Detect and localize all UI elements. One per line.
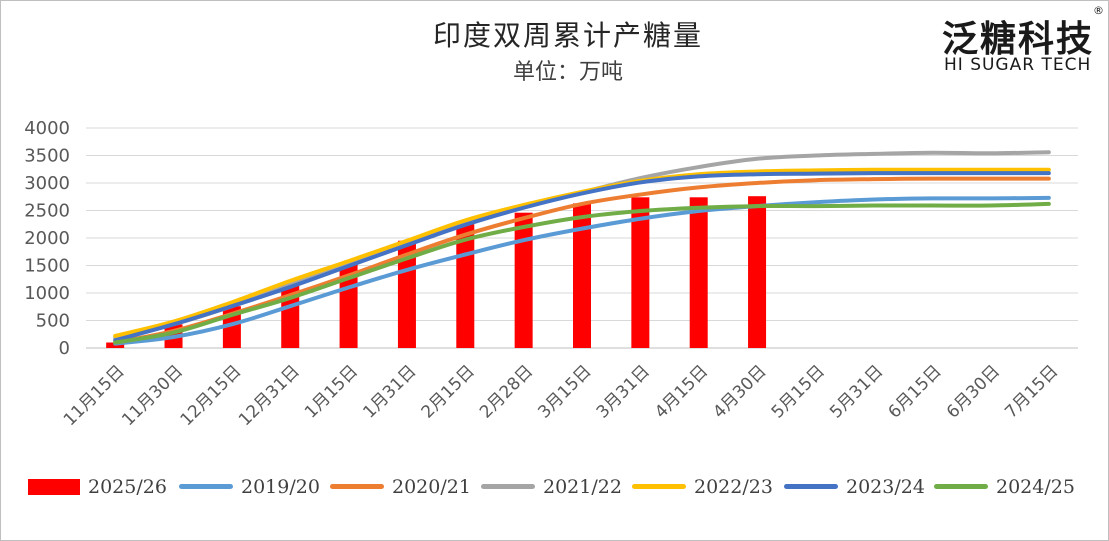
x-tick-label: 11月15日 <box>60 361 129 430</box>
x-tick-label: 6月15日 <box>885 361 946 422</box>
chart-title: 印度双周累计产糖量 <box>432 19 703 52</box>
bar <box>339 262 358 348</box>
legend-swatch-line <box>330 484 384 489</box>
x-tick-label: 5月31日 <box>826 361 887 422</box>
logo-name-cn: 泛糖科技 <box>942 19 1095 60</box>
x-tick-label: 3月31日 <box>593 361 654 422</box>
legend-label: 2023/24 <box>846 476 925 498</box>
bar <box>748 196 767 348</box>
legend-label: 2024/25 <box>996 476 1075 498</box>
series-line-2019-20 <box>113 195 1051 346</box>
x-tick-label: 7月15日 <box>1001 361 1062 422</box>
series-line-2020-21 <box>113 176 1051 345</box>
x-tick-label: 2月15日 <box>418 361 479 422</box>
x-tick-label: 1月31日 <box>359 361 420 422</box>
x-tick-label: 12月31日 <box>235 361 304 430</box>
y-tick-label: 4000 <box>24 118 70 139</box>
y-tick-label: 0 <box>59 338 70 359</box>
legend-label: 2020/21 <box>392 476 471 498</box>
x-tick-label: 11月30日 <box>118 361 187 430</box>
x-tick-label: 5月15日 <box>768 361 829 422</box>
bar <box>631 197 650 348</box>
logo-name-en: HI SUGAR TECH <box>944 55 1092 75</box>
y-tick-label: 3500 <box>24 146 70 167</box>
legend-label: 2022/23 <box>694 476 773 498</box>
legend-swatch-line <box>784 484 838 489</box>
x-tick-label: 4月15日 <box>651 361 712 422</box>
y-tick-label: 1500 <box>24 256 70 277</box>
y-axis-ticks: 0 500 1000 1500 2000 2500 3000 3500 4000 <box>24 118 70 359</box>
y-tick-label: 1000 <box>24 283 70 304</box>
legend-swatch-bar <box>28 479 80 495</box>
x-tick-label: 2月28日 <box>476 361 537 422</box>
y-tick-label: 3000 <box>24 173 70 194</box>
line-series <box>113 150 1051 346</box>
y-tick-label: 2000 <box>24 228 70 249</box>
series-line-2024-25 <box>113 201 1051 345</box>
x-tick-label: 6月30日 <box>943 361 1004 422</box>
legend-swatch-line <box>632 484 686 489</box>
x-tick-label: 12月15日 <box>177 361 246 430</box>
x-tick-label: 4月30日 <box>709 361 770 422</box>
legend-label: 2019/20 <box>241 476 320 498</box>
x-tick-label: 1月15日 <box>301 361 362 422</box>
legend-swatch-line <box>934 484 988 489</box>
chart-subtitle: 单位：万吨 <box>512 60 623 85</box>
y-tick-label: 2500 <box>24 201 70 222</box>
legend-label: 2025/26 <box>88 476 167 498</box>
y-tick-label: 500 <box>36 311 70 332</box>
bar <box>689 197 708 348</box>
legend-label: 2021/22 <box>543 476 622 498</box>
series-line-2023-24 <box>113 171 1051 343</box>
x-axis-ticks: 11月15日11月30日12月15日12月31日1月15日1月31日2月15日2… <box>60 361 1062 430</box>
legend-swatch-line <box>481 484 535 489</box>
registered-mark: ® <box>1093 4 1104 17</box>
legend: 2025/26 2019/20 2020/21 2021/22 2022/23 2023/… <box>0 474 1109 504</box>
legend-swatch-line <box>179 484 233 489</box>
bar <box>514 212 533 348</box>
bar <box>573 203 591 348</box>
x-tick-label: 3月15日 <box>534 361 595 422</box>
